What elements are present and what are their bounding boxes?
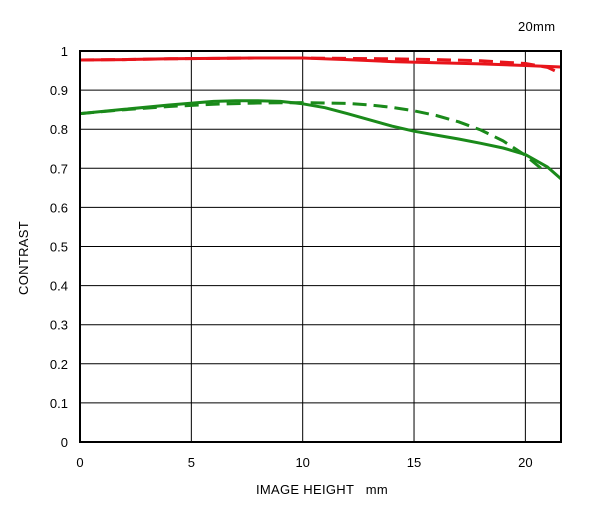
y-tick-label: 0.4 <box>50 279 68 294</box>
plot-frame <box>79 50 562 443</box>
series-line-3 <box>79 99 562 181</box>
y-axis-label: CONTRAST <box>16 221 31 295</box>
series-layer <box>79 56 562 181</box>
x-tick-label: 10 <box>295 455 309 470</box>
y-tick-label: 0.1 <box>50 396 68 411</box>
y-tick-label: 0.6 <box>50 200 68 215</box>
y-tick-label: 0.8 <box>50 122 68 137</box>
x-tick-label: 20 <box>518 455 532 470</box>
series-line-2 <box>79 56 562 76</box>
focal-length-label: 20mm <box>518 19 555 34</box>
y-tick-label: 0.7 <box>50 161 68 176</box>
y-tick-label: 1 <box>61 44 68 59</box>
y-tick-label: 0 <box>61 435 68 450</box>
x-tick-label: 5 <box>188 455 195 470</box>
x-tick-label: 0 <box>76 455 83 470</box>
x-axis-label: IMAGE HEIGHT mm <box>256 482 388 497</box>
y-tick-label: 0.3 <box>50 318 68 333</box>
y-tick-label: 0.2 <box>50 357 68 372</box>
x-axis-ticks: 0 5 10 15 20 <box>76 455 532 470</box>
x-tick-label: 15 <box>407 455 421 470</box>
grid <box>80 51 561 442</box>
y-axis-ticks: 0 0.1 0.2 0.3 0.4 0.5 0.6 0.7 0.8 0.9 1 <box>50 44 68 450</box>
y-tick-label: 0.9 <box>50 83 68 98</box>
y-tick-label: 0.5 <box>50 240 68 255</box>
series-line-4 <box>79 101 542 170</box>
